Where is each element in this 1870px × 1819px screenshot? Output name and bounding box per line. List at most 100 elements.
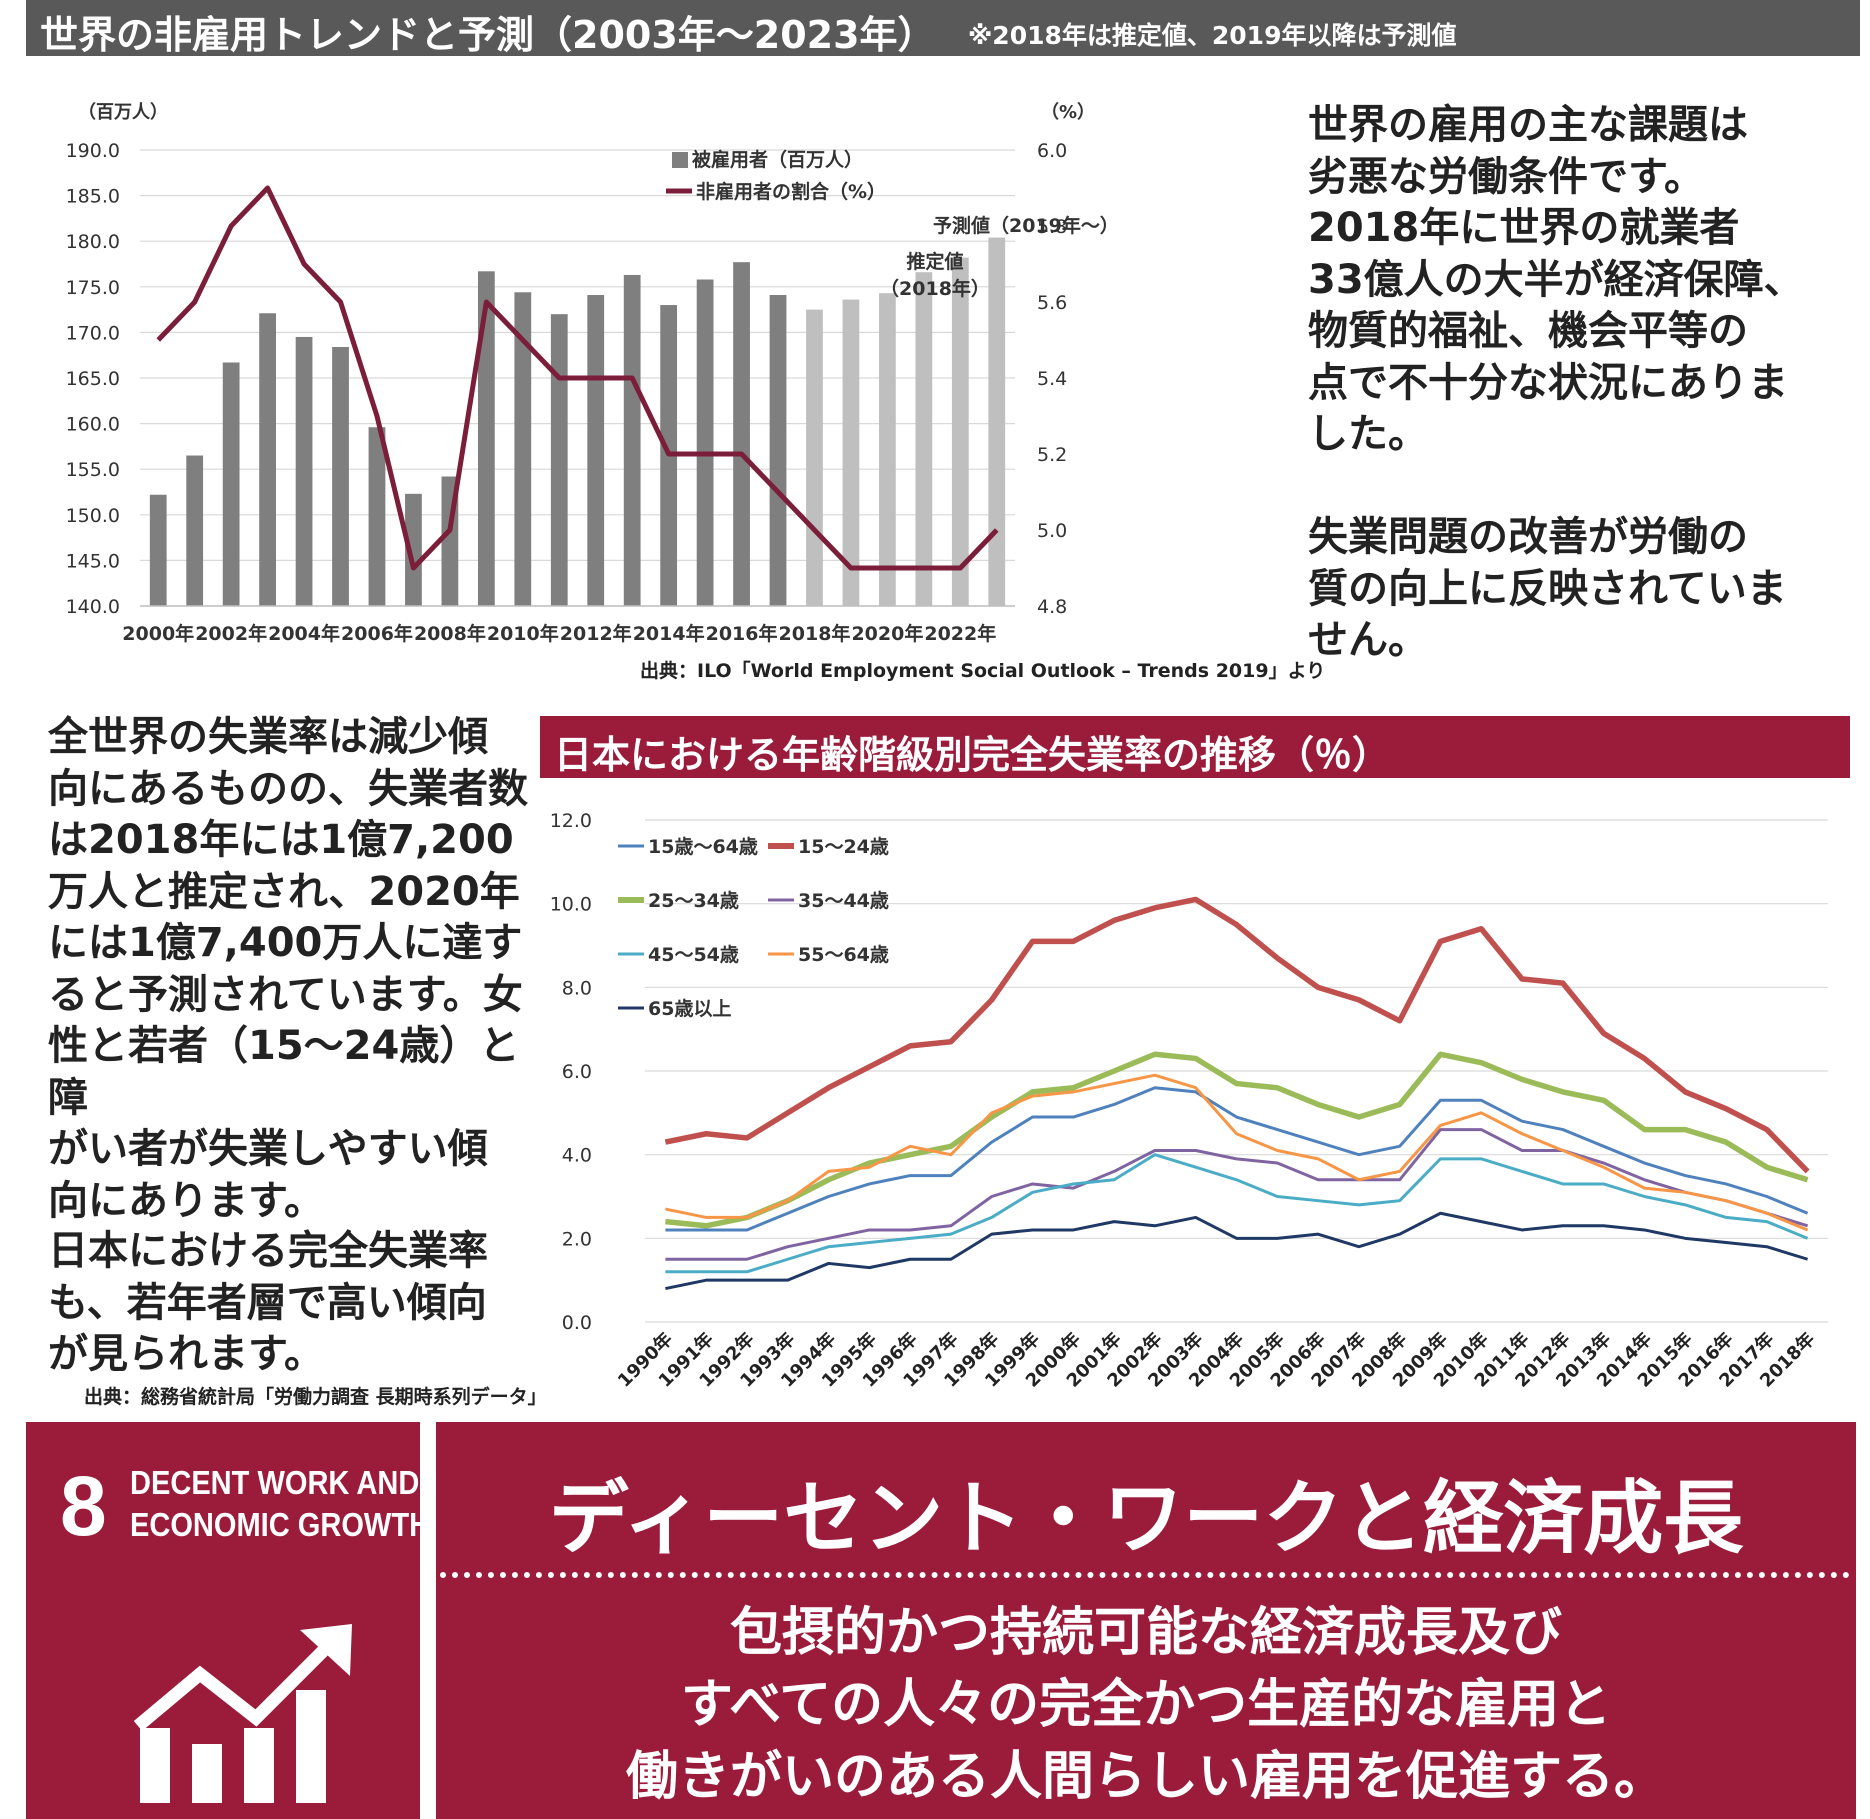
sdg-title: DECENT WORK AND ECONOMIC GROWTH — [130, 1462, 430, 1546]
bar — [514, 292, 532, 606]
bar — [842, 299, 860, 606]
bar — [295, 336, 313, 606]
bar — [623, 274, 641, 606]
estimate-annotation-2: （2018年） — [880, 277, 990, 300]
y-right-tick-label: 5.0 — [1037, 520, 1067, 542]
y-left-tick-label: 150.0 — [66, 505, 120, 527]
y-left-unit: （百万人） — [78, 102, 168, 123]
y-left-tick-label: 160.0 — [66, 414, 120, 436]
right-text-1: 世界の雇用の主な課題は 劣悪な労働条件です。 2018年に世界の就業者 33億人… — [1308, 102, 1804, 457]
bar — [988, 237, 1006, 606]
y-left-tick-label: 165.0 — [66, 368, 120, 390]
japan-chart-title: 日本における年齢階級別完全失業率の推移（％） — [554, 733, 1391, 777]
bar — [806, 309, 823, 606]
legend-label: 55～64歳 — [798, 944, 889, 966]
right-text-2: 失業問題の改善が労働の 質の向上に反映されていま せん。 — [1308, 514, 1787, 663]
legend-line-label: 非雇用者の割合（%） — [696, 180, 886, 203]
goal-line-3: 働きがいのある人間らしい雇用を促進する。 — [625, 1747, 1666, 1807]
x-tick-label: 2006年 — [341, 622, 413, 645]
source-ilo: 出典：ILO「World Employment Social Outlook –… — [640, 660, 1326, 682]
series-line — [665, 1211, 1809, 1291]
x-tick-label: 2018年 — [779, 622, 851, 645]
y-right-unit: （%） — [1041, 102, 1095, 123]
y-tick-label: 10.0 — [550, 894, 592, 916]
x-tick-label: 2000年 — [122, 622, 194, 645]
series-line — [665, 1128, 1809, 1261]
y-left-tick-label: 145.0 — [66, 550, 120, 572]
x-tick-label: 2010年 — [487, 622, 559, 645]
legend-label: 15歳～64歳 — [648, 836, 758, 858]
japan-chart-title-bar: 日本における年齢階級別完全失業率の推移（％） — [540, 716, 1850, 778]
sdg-title-line2: ECONOMIC GROWTH — [130, 1506, 431, 1543]
global-unemployment-chart: 140.0 145.0 150.0 155.0 160.0 165.0 170.0 175.0… — [66, 102, 1119, 645]
legend-label: 65歳以上 — [648, 998, 731, 1020]
legend-label: 25～34歳 — [648, 890, 739, 912]
bar — [733, 262, 750, 606]
bar — [368, 427, 386, 606]
y-right-tick-label: 5.2 — [1037, 444, 1067, 466]
x-tick-label: 2004年 — [268, 622, 340, 645]
x-tick-label: 2022年 — [924, 622, 996, 645]
legend-label: 35～44歳 — [798, 890, 889, 912]
y-left-tick-label: 175.0 — [66, 277, 120, 299]
series-line — [665, 1073, 1809, 1232]
source-stat-bureau: 出典：総務省統計局「労働力調査 長期時系列データ」 — [84, 1386, 547, 1408]
top-note: ※2018年は推定値、2019年以降は予測値 — [968, 21, 1457, 50]
left-text-1: 全世界の失業率は減少傾 向にあるものの、失業者数 は2018年には1億7,200… — [48, 714, 528, 1224]
y-tick-label: 12.0 — [550, 810, 592, 832]
y-right-tick-label: 4.8 — [1037, 596, 1067, 618]
y-right-tick-label: 5.8 — [1037, 216, 1067, 238]
forecast-annotation: 予測値（2019年〜） — [933, 214, 1119, 237]
bar — [186, 455, 204, 606]
japan-unemployment-chart: 0.02.04.06.08.010.012.01990年1991年1992年19… — [550, 810, 1828, 1392]
y-right-tick-label: 6.0 — [1037, 140, 1067, 162]
top-header-bar: 世界の非雇用トレンドと予測（2003年〜2023年） ※2018年は推定値、20… — [26, 0, 1860, 57]
y-right-tick-label: 5.4 — [1037, 368, 1067, 390]
goal-line-2: すべての人々の完全かつ生産的な雇用と — [680, 1675, 1612, 1735]
y-tick-label: 2.0 — [562, 1228, 592, 1250]
y-tick-label: 8.0 — [562, 977, 592, 999]
dotted-divider — [440, 1572, 1850, 1578]
unemployment-rate-line — [156, 185, 999, 571]
bar — [550, 314, 568, 606]
y-tick-label: 0.0 — [562, 1312, 592, 1334]
series-line — [665, 1051, 1809, 1229]
legend-label: 15～24歳 — [798, 836, 889, 858]
bar — [951, 257, 969, 606]
goal-title: ディーセント・ワークと経済成長 — [548, 1472, 1744, 1565]
legend-bar-label: 被雇用者（百万人） — [692, 148, 863, 171]
bar — [259, 313, 276, 606]
bar — [696, 279, 714, 606]
legend-bar-swatch — [672, 152, 688, 168]
bar — [149, 494, 167, 606]
y-tick-label: 4.0 — [562, 1145, 592, 1167]
x-tick-label: 2002年 — [195, 622, 267, 645]
top-title: 世界の非雇用トレンドと予測（2003年〜2023年） — [40, 13, 936, 57]
series-line — [665, 1153, 1809, 1274]
bar — [405, 493, 422, 606]
x-tick-label: 2012年 — [560, 622, 632, 645]
sdg-goal-8-icon: 8 DECENT WORK AND ECONOMIC GROWTH — [26, 1422, 430, 1819]
x-tick-label: 2016年 — [706, 622, 778, 645]
y-right-tick-label: 5.6 — [1037, 292, 1067, 314]
bar — [222, 362, 240, 606]
growth-arrow-icon — [133, 1624, 352, 1803]
series-line — [664, 896, 1810, 1174]
x-tick-label: 2014年 — [633, 622, 705, 645]
y-left-tick-label: 140.0 — [66, 596, 120, 618]
legend-label: 45～54歳 — [648, 944, 739, 966]
series-line — [665, 1086, 1809, 1232]
y-left-tick-label: 180.0 — [66, 231, 120, 253]
y-tick-label: 6.0 — [562, 1061, 592, 1083]
x-tick-label: 2020年 — [851, 622, 923, 645]
left-text-2: 日本における完全失業率 も、若年者層で高い傾向 が見られます。 — [48, 1228, 488, 1377]
y-left-tick-label: 155.0 — [66, 459, 120, 481]
sdg-number: 8 — [60, 1459, 107, 1553]
sdg-title-line1: DECENT WORK AND — [130, 1464, 420, 1501]
y-left-tick-label: 190.0 — [66, 140, 120, 162]
x-tick-label: 2008年 — [414, 622, 486, 645]
goal-line-1: 包摂的かつ持続可能な経済成長及び — [729, 1603, 1562, 1663]
bar — [332, 346, 349, 606]
bar — [769, 295, 787, 606]
goal-box: ディーセント・ワークと経済成長 包摂的かつ持続可能な経済成長及び すべての人々の… — [436, 1422, 1856, 1819]
